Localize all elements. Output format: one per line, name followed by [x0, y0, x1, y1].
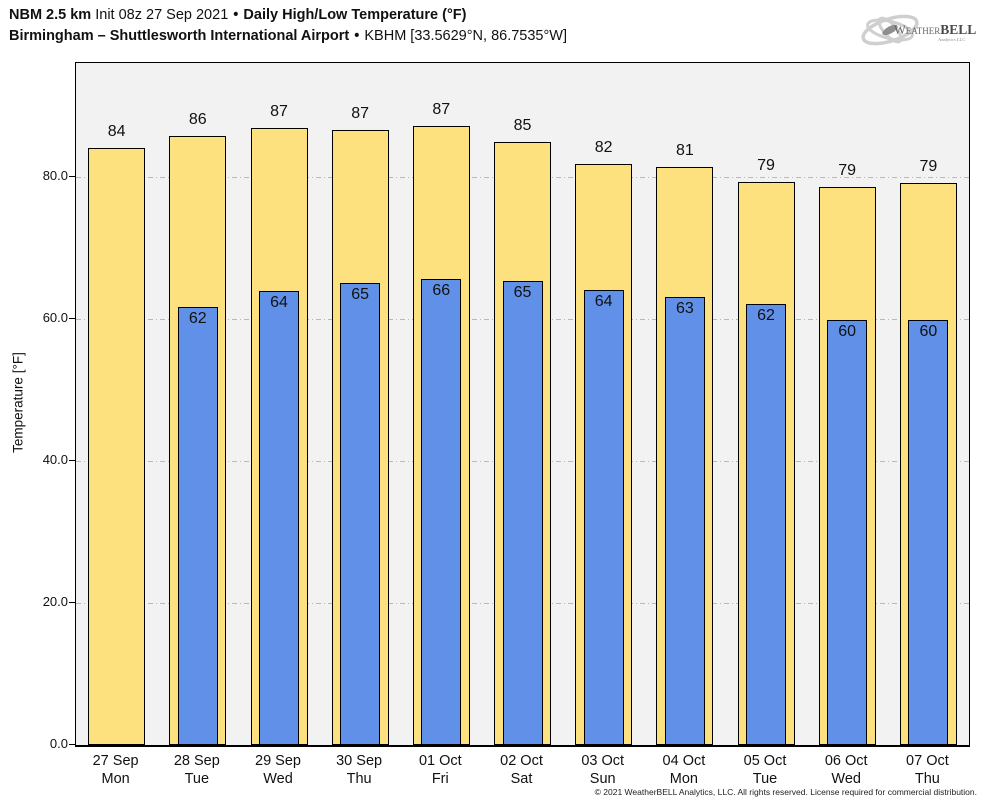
station-name: Birmingham – Shuttlesworth International…: [9, 28, 350, 44]
title-separator-dot: •: [233, 7, 239, 23]
hurricane-swirl-icon: WeatherBELL Analytics LLC: [861, 14, 976, 46]
x-axis-date: 29 Sep: [255, 753, 301, 769]
low-value-label: 65: [351, 285, 369, 303]
plot-area: 84 86 62 87 64 87 65 87 66 85 65 82 64 81 63 79 62 79 60 79…: [75, 62, 970, 747]
y-axis-tick: [69, 459, 75, 461]
low-bar: [827, 320, 868, 745]
high-value-label: 79: [838, 162, 857, 180]
low-value-label: 62: [757, 306, 775, 324]
y-axis-tick: [69, 601, 75, 603]
low-bar: [664, 297, 705, 745]
low-value-label: 66: [432, 282, 451, 299]
high-value-label: 87: [270, 103, 288, 121]
high-value-label: 87: [432, 101, 451, 119]
x-axis-date: 02 Oct: [500, 753, 543, 769]
x-axis-date: 06 Oct: [824, 753, 868, 769]
low-bar: [746, 303, 786, 745]
product-name: Daily High/Low Temperature (°F): [243, 7, 467, 23]
x-axis-date: 01 Oct: [418, 753, 462, 769]
x-axis-label: 03 Oct Sun: [558, 752, 648, 788]
svg-text:WeatherBELL: WeatherBELL: [894, 22, 976, 37]
y-axis-tick: [69, 317, 75, 319]
low-bar: [177, 306, 218, 745]
high-bar: [88, 147, 146, 745]
y-axis-tick-label: 0.0: [49, 736, 68, 751]
x-axis-label: 27 Sep Mon: [71, 752, 161, 788]
y-axis-tick-label: 60.0: [42, 309, 68, 325]
high-value-label: 82: [594, 138, 613, 156]
x-axis-date: 28 Sep: [173, 753, 220, 769]
high-value-label: 86: [188, 110, 207, 128]
logo-text-weather: Weather: [894, 23, 940, 37]
x-axis-label: 28 Sep Tue: [152, 752, 242, 788]
logo-text-analytics: Analytics LLC: [938, 37, 965, 42]
x-axis-day: Mon: [101, 771, 130, 787]
weatherbell-logo: WeatherBELL Analytics LLC: [858, 2, 980, 58]
x-axis-date: 05 Oct: [743, 753, 787, 769]
x-axis-day: Thu: [346, 771, 372, 787]
low-value-label: 60: [838, 323, 857, 341]
x-axis-date: 27 Sep: [92, 753, 139, 769]
high-value-label: 81: [675, 142, 694, 160]
x-axis-label: 29 Sep Wed: [233, 752, 323, 788]
y-axis-tick-label: 80.0: [42, 167, 68, 183]
high-value-label: 84: [107, 122, 126, 140]
low-value-label: 60: [919, 323, 938, 341]
x-axis-day: Wed: [263, 771, 293, 787]
x-axis-day: Sat: [510, 771, 533, 787]
chart-title-line-2: Birmingham – Shuttlesworth International…: [9, 27, 567, 46]
x-axis-day: Tue: [184, 771, 210, 787]
x-axis-date: 03 Oct: [581, 753, 625, 769]
low-bar: [259, 291, 299, 745]
x-axis-day: Thu: [914, 771, 940, 787]
y-axis-title: Temperature [°F]: [10, 352, 26, 453]
low-value-label: 63: [675, 300, 694, 318]
x-axis-label: 04 Oct Mon: [639, 752, 729, 788]
high-value-label: 87: [351, 104, 369, 122]
high-value-label: 85: [513, 116, 532, 134]
low-bar: [583, 290, 624, 745]
x-axis-date: 30 Sep: [336, 753, 383, 769]
logo-text-bell: BELL: [940, 22, 976, 37]
x-axis-date: 07 Oct: [906, 753, 949, 769]
copyright-footer: © 2021 WeatherBELL Analytics, LLC. All r…: [594, 787, 977, 797]
x-axis-label: 01 Oct Fri: [395, 752, 485, 788]
x-axis-label: 05 Oct Tue: [720, 752, 810, 788]
x-axis-day: Tue: [752, 771, 778, 787]
y-axis-tick: [69, 175, 75, 177]
high-value-label: 79: [919, 158, 938, 176]
low-value-label: 64: [594, 293, 613, 311]
x-axis-label: 07 Oct Thu: [882, 752, 972, 788]
init-time: Init 08z 27 Sep 2021: [95, 7, 229, 23]
low-bar: [908, 320, 949, 745]
high-value-label: 79: [757, 156, 775, 174]
x-axis-date: 04 Oct: [662, 753, 706, 769]
x-axis-label: 06 Oct Wed: [801, 752, 891, 788]
low-bar: [340, 282, 381, 745]
y-axis-tick-label: 20.0: [42, 593, 68, 609]
x-axis-day: Fri: [431, 771, 449, 787]
chart-title-line-1: NBM 2.5 km Init 08z 27 Sep 2021 • Daily …: [9, 6, 466, 25]
x-axis-day: Sun: [589, 771, 616, 787]
y-axis-tick-label: 40.0: [42, 451, 68, 467]
x-axis-day: Wed: [831, 771, 861, 787]
low-value-label: 65: [513, 284, 532, 302]
x-axis-label: 30 Sep Thu: [314, 752, 404, 788]
x-axis-day: Mon: [669, 771, 698, 787]
station-id-coords: KBHM [33.5629°N, 86.7535°W]: [364, 28, 567, 44]
low-value-label: 64: [270, 294, 288, 311]
subtitle-separator-dot: •: [354, 28, 360, 44]
low-bar: [502, 281, 543, 745]
x-axis-label: 02 Oct Sat: [477, 752, 567, 788]
low-bar: [421, 279, 462, 745]
y-axis-tick: [69, 744, 75, 745]
low-value-label: 62: [188, 309, 207, 327]
model-name: NBM 2.5 km: [9, 7, 92, 23]
